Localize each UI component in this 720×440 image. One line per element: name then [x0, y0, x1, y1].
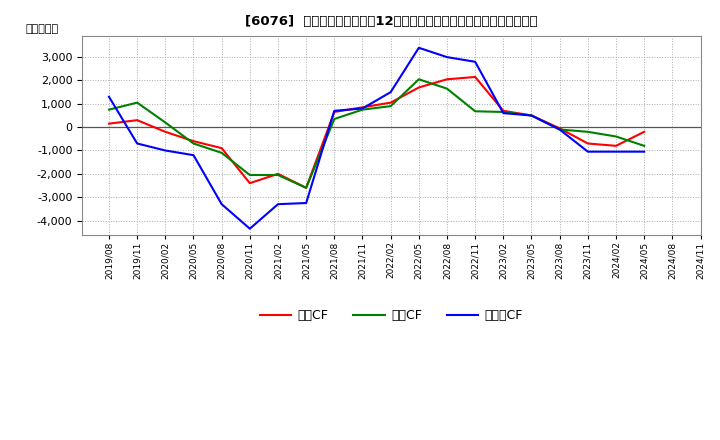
- 営業CF: [415, 85, 423, 90]
- 営業CF: [527, 113, 536, 118]
- フリーCF: [104, 94, 113, 99]
- Title: [6076]  キャッシュフローの12か月移動合計の対前年同期増減額の推移: [6076] キャッシュフローの12か月移動合計の対前年同期増減額の推移: [245, 15, 538, 28]
- フリーCF: [358, 106, 366, 111]
- 営業CF: [612, 143, 621, 148]
- 営業CF: [443, 77, 451, 82]
- フリーCF: [415, 45, 423, 51]
- 投資CF: [527, 113, 536, 118]
- フリーCF: [330, 108, 338, 114]
- フリーCF: [555, 127, 564, 132]
- Line: 営業CF: 営業CF: [109, 77, 644, 188]
- 営業CF: [132, 117, 141, 123]
- 投資CF: [471, 109, 480, 114]
- Legend: 営業CF, 投資CF, フリーCF: 営業CF, 投資CF, フリーCF: [255, 304, 528, 327]
- 投資CF: [246, 172, 254, 178]
- Line: 投資CF: 投資CF: [109, 79, 644, 188]
- フリーCF: [640, 149, 649, 154]
- 営業CF: [640, 129, 649, 135]
- 投資CF: [583, 129, 592, 135]
- フリーCF: [161, 148, 170, 153]
- フリーCF: [302, 200, 310, 205]
- フリーCF: [527, 113, 536, 118]
- 営業CF: [302, 185, 310, 191]
- フリーCF: [246, 226, 254, 231]
- フリーCF: [443, 55, 451, 60]
- フリーCF: [499, 110, 508, 116]
- 投資CF: [104, 107, 113, 112]
- 営業CF: [555, 126, 564, 131]
- 営業CF: [583, 141, 592, 146]
- Text: （百万円）: （百万円）: [25, 24, 58, 34]
- 営業CF: [189, 139, 198, 144]
- フリーCF: [583, 149, 592, 154]
- 営業CF: [161, 129, 170, 135]
- 投資CF: [132, 100, 141, 105]
- 投資CF: [640, 143, 649, 148]
- 営業CF: [387, 100, 395, 105]
- フリーCF: [274, 202, 282, 207]
- 営業CF: [274, 171, 282, 176]
- 営業CF: [217, 146, 226, 151]
- 営業CF: [246, 180, 254, 186]
- フリーCF: [132, 141, 141, 146]
- フリーCF: [387, 89, 395, 95]
- 投資CF: [189, 141, 198, 146]
- フリーCF: [217, 202, 226, 207]
- 営業CF: [499, 108, 508, 114]
- 投資CF: [217, 150, 226, 155]
- 投資CF: [443, 86, 451, 91]
- 営業CF: [471, 74, 480, 80]
- 投資CF: [612, 134, 621, 139]
- Line: フリーCF: フリーCF: [109, 48, 644, 229]
- 投資CF: [161, 120, 170, 125]
- 投資CF: [499, 109, 508, 114]
- 投資CF: [274, 172, 282, 178]
- 営業CF: [330, 109, 338, 114]
- 投資CF: [302, 185, 310, 191]
- 営業CF: [358, 105, 366, 110]
- フリーCF: [471, 59, 480, 64]
- 投資CF: [415, 77, 423, 82]
- フリーCF: [612, 149, 621, 154]
- 投資CF: [330, 116, 338, 121]
- 投資CF: [358, 107, 366, 112]
- 投資CF: [387, 103, 395, 109]
- フリーCF: [189, 153, 198, 158]
- 投資CF: [555, 127, 564, 132]
- 営業CF: [104, 121, 113, 126]
